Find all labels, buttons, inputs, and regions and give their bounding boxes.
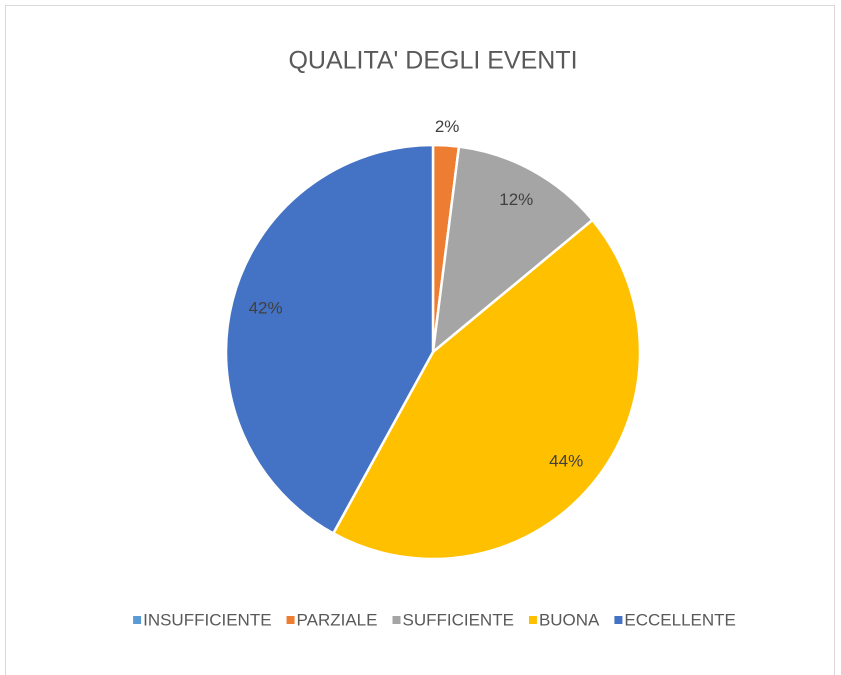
pie-slice bbox=[431, 145, 595, 355]
legend-marker bbox=[133, 616, 142, 624]
legend-marker bbox=[528, 616, 537, 624]
data-label: 2% bbox=[435, 117, 460, 136]
data-label: 44% bbox=[549, 452, 583, 471]
pie-slice bbox=[331, 218, 642, 561]
pie-slice bbox=[224, 143, 435, 536]
legend-marker bbox=[286, 616, 295, 624]
data-label: 42% bbox=[249, 298, 283, 317]
data-label: 12% bbox=[499, 190, 533, 209]
legend-label: INSUFFICIENTE bbox=[143, 610, 271, 629]
legend-label: BUONA bbox=[539, 610, 600, 629]
legend-label: ECCELLENTE bbox=[624, 610, 735, 629]
legend-marker bbox=[614, 616, 623, 624]
legend-marker bbox=[392, 616, 401, 624]
legend-label: PARZIALE bbox=[297, 610, 378, 629]
chart-title: QUALITA' DEGLI EVENTI bbox=[288, 47, 577, 75]
legend-label: SUFFICIENTE bbox=[402, 610, 513, 629]
